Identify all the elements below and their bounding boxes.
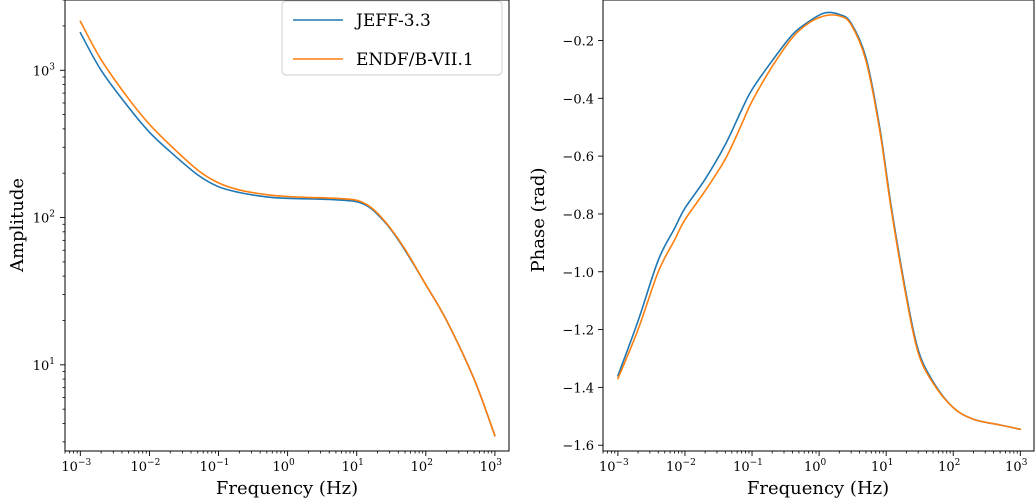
phase-x-tick-label: 10−3 <box>599 458 629 475</box>
amplitude-x-tick-label: 101 <box>342 458 364 475</box>
amplitude-series-lines <box>79 20 496 437</box>
amplitude-y-tick-label: 102 <box>33 210 55 227</box>
phase-y-tick-label: −1.4 <box>562 381 594 396</box>
amplitude-x-tick-label: 103 <box>480 458 503 475</box>
phase-y-tick-label: −1.6 <box>562 439 594 454</box>
amplitude-y-tick-label: 101 <box>33 357 55 374</box>
amplitude-x-tick-label: 10−3 <box>61 458 91 475</box>
amplitude-y-tick-label: 103 <box>33 62 56 79</box>
phase-y-tick-label: −0.6 <box>562 150 594 165</box>
phase-x-axis-label: Frequency (Hz) <box>747 478 889 499</box>
phase-series-line-jeff <box>617 11 1022 431</box>
phase-y-tick-label: −0.4 <box>562 92 594 107</box>
phase-x-tick-label: 102 <box>938 458 960 475</box>
amplitude-y-axis-label: Amplitude <box>7 178 28 273</box>
phase-y-tick-label: −1.0 <box>562 266 594 281</box>
amplitude-x-ticks: 10−3 10−2 10−1 100 101 102 103 <box>61 451 502 475</box>
amplitude-panel: 10−3 10−2 10−1 100 101 102 103 101 102 103 Frequ… <box>7 0 510 499</box>
phase-x-ticks: 10−3 10−2 10−1 100 101 102 103 <box>599 451 1028 475</box>
amplitude-series-line-endf <box>79 20 496 437</box>
amplitude-x-tick-label: 10−1 <box>200 458 230 475</box>
amplitude-series-line-jeff <box>79 31 496 437</box>
amplitude-x-tick-label: 10−2 <box>131 458 161 475</box>
phase-x-tick-label: 100 <box>804 458 827 475</box>
legend: JEFF-3.3 ENDF/B-VII.1 <box>281 0 503 76</box>
amplitude-x-tick-label: 102 <box>411 458 433 475</box>
phase-panel: 10−3 10−2 10−1 100 101 102 103 −0.2−0.4−0.6−0.… <box>528 0 1035 499</box>
phase-x-tick-label: 103 <box>1005 458 1028 475</box>
phase-series-line-endf <box>617 14 1022 431</box>
amplitude-y-ticks: 101 102 103 <box>33 0 65 443</box>
phase-x-tick-label: 10−1 <box>733 458 763 475</box>
phase-y-tick-label: −0.2 <box>562 34 594 49</box>
legend-label-endf: ENDF/B-VII.1 <box>356 50 474 70</box>
phase-plot-frame <box>602 0 1035 452</box>
legend-label-jeff: JEFF-3.3 <box>354 11 431 31</box>
amplitude-x-tick-label: 100 <box>272 458 295 475</box>
phase-y-tick-label: −0.8 <box>562 208 594 223</box>
phase-y-tick-label: −1.2 <box>562 324 594 339</box>
amplitude-x-axis-label: Frequency (Hz) <box>216 478 358 499</box>
phase-x-tick-label: 101 <box>871 458 893 475</box>
phase-x-tick-label: 10−2 <box>666 458 696 475</box>
phase-y-ticks: −0.2 −0.4 −0.6 −0.8 −1.0 −1.2 −1.4 −1.6 <box>562 34 603 454</box>
phase-y-axis-label: Phase (rad) <box>528 168 549 273</box>
phase-series-lines <box>617 11 1022 431</box>
amplitude-plot-frame <box>64 0 510 452</box>
